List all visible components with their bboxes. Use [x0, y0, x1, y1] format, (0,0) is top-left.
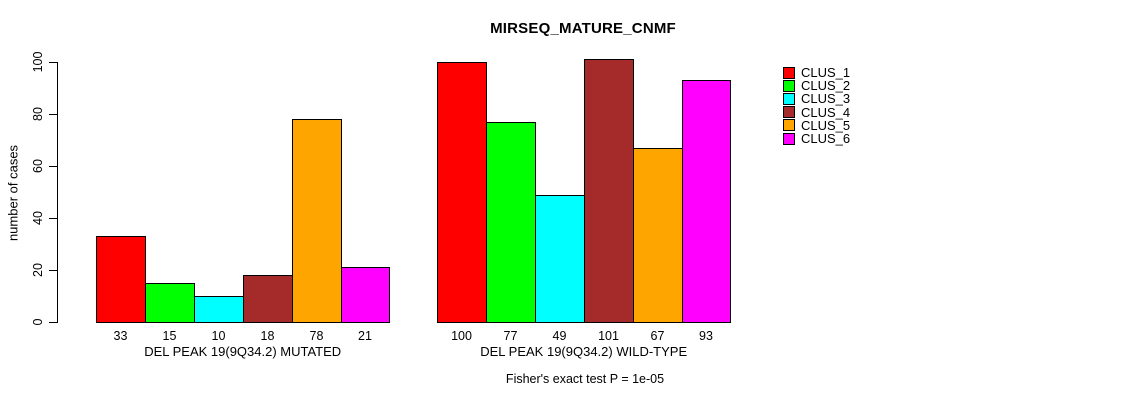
bar-clus_6-group1	[341, 267, 390, 323]
legend-swatch-icon	[783, 119, 795, 132]
legend-item-clus_6: CLUS_6	[783, 132, 850, 145]
bar-clus_3-group1	[194, 296, 244, 323]
bar-clus_3-group2	[535, 195, 585, 323]
x-axis-group-label-wildtype: DEL PEAK 19(9Q34.2) WILD-TYPE	[480, 344, 688, 359]
y-tick-mark	[49, 62, 57, 63]
legend-item-clus_5: CLUS_5	[783, 119, 850, 132]
chart-title: MIRSEQ_MATURE_CNMF	[490, 20, 676, 37]
bar-clus_1-group2	[437, 62, 487, 323]
legend-item-clus_3: CLUS_3	[783, 92, 850, 105]
y-tick-mark	[49, 218, 57, 219]
legend-item-clus_2: CLUS_2	[783, 79, 850, 92]
legend-swatch-icon	[783, 132, 795, 145]
bar-value-label: 10	[211, 329, 226, 343]
y-tick-label: 0	[31, 318, 45, 326]
legend-item-label: CLUS_6	[801, 131, 851, 147]
bar-clus_4-group2	[584, 59, 634, 323]
legend-swatch-icon	[783, 106, 795, 119]
y-tick-mark	[49, 114, 57, 115]
bar-value-label: 100	[451, 329, 472, 343]
bar-value-label: 21	[358, 329, 372, 343]
y-tick-label: 100	[31, 51, 45, 73]
legend-item-label: CLUS_1	[801, 65, 851, 81]
bar-clus_6-group2	[682, 80, 731, 323]
bar-value-label: 77	[503, 329, 518, 343]
legend-swatch-icon	[783, 92, 795, 105]
bar-clus_4-group1	[243, 275, 293, 323]
legend-item-label: CLUS_3	[801, 91, 851, 107]
y-tick-label: 40	[31, 211, 45, 225]
y-tick-label: 80	[31, 107, 45, 121]
bar-value-label: 15	[162, 329, 177, 343]
bar-clus_2-group1	[145, 283, 195, 323]
legend-item-clus_4: CLUS_4	[783, 106, 850, 119]
bar-value-label: 18	[260, 329, 275, 343]
legend-item-label: CLUS_4	[801, 104, 851, 120]
bar-value-label: 93	[699, 329, 713, 343]
bar-clus_2-group2	[486, 122, 536, 323]
legend: CLUS_1 CLUS_2 CLUS_3 CLUS_4 CLUS_5 CLUS_6	[783, 66, 850, 145]
legend-swatch-icon	[783, 66, 795, 79]
bar-value-label: 78	[309, 329, 324, 343]
bar-clus_5-group2	[633, 148, 683, 323]
y-tick-mark	[49, 270, 57, 271]
y-axis-label: number of cases	[5, 144, 21, 242]
y-tick-mark	[49, 322, 57, 323]
x-axis-group-label-mutated: DEL PEAK 19(9Q34.2) MUTATED	[144, 344, 342, 359]
bar-value-label: 67	[650, 329, 665, 343]
y-tick-mark	[49, 166, 57, 167]
fisher-test-annotation: Fisher's exact test P = 1e-05	[505, 372, 665, 386]
bar-value-label: 49	[552, 329, 567, 343]
legend-item-label: CLUS_5	[801, 117, 851, 133]
y-tick-label: 60	[31, 159, 45, 173]
legend-item-clus_1: CLUS_1	[783, 66, 850, 79]
bar-clus_5-group1	[292, 119, 342, 323]
y-axis-line	[57, 62, 58, 323]
legend-swatch-icon	[783, 79, 795, 92]
legend-item-label: CLUS_2	[801, 78, 851, 94]
bar-value-label: 101	[598, 329, 619, 343]
y-tick-label: 20	[31, 263, 45, 277]
bar-clus_1-group1	[96, 236, 146, 323]
bar-value-label: 33	[113, 329, 128, 343]
